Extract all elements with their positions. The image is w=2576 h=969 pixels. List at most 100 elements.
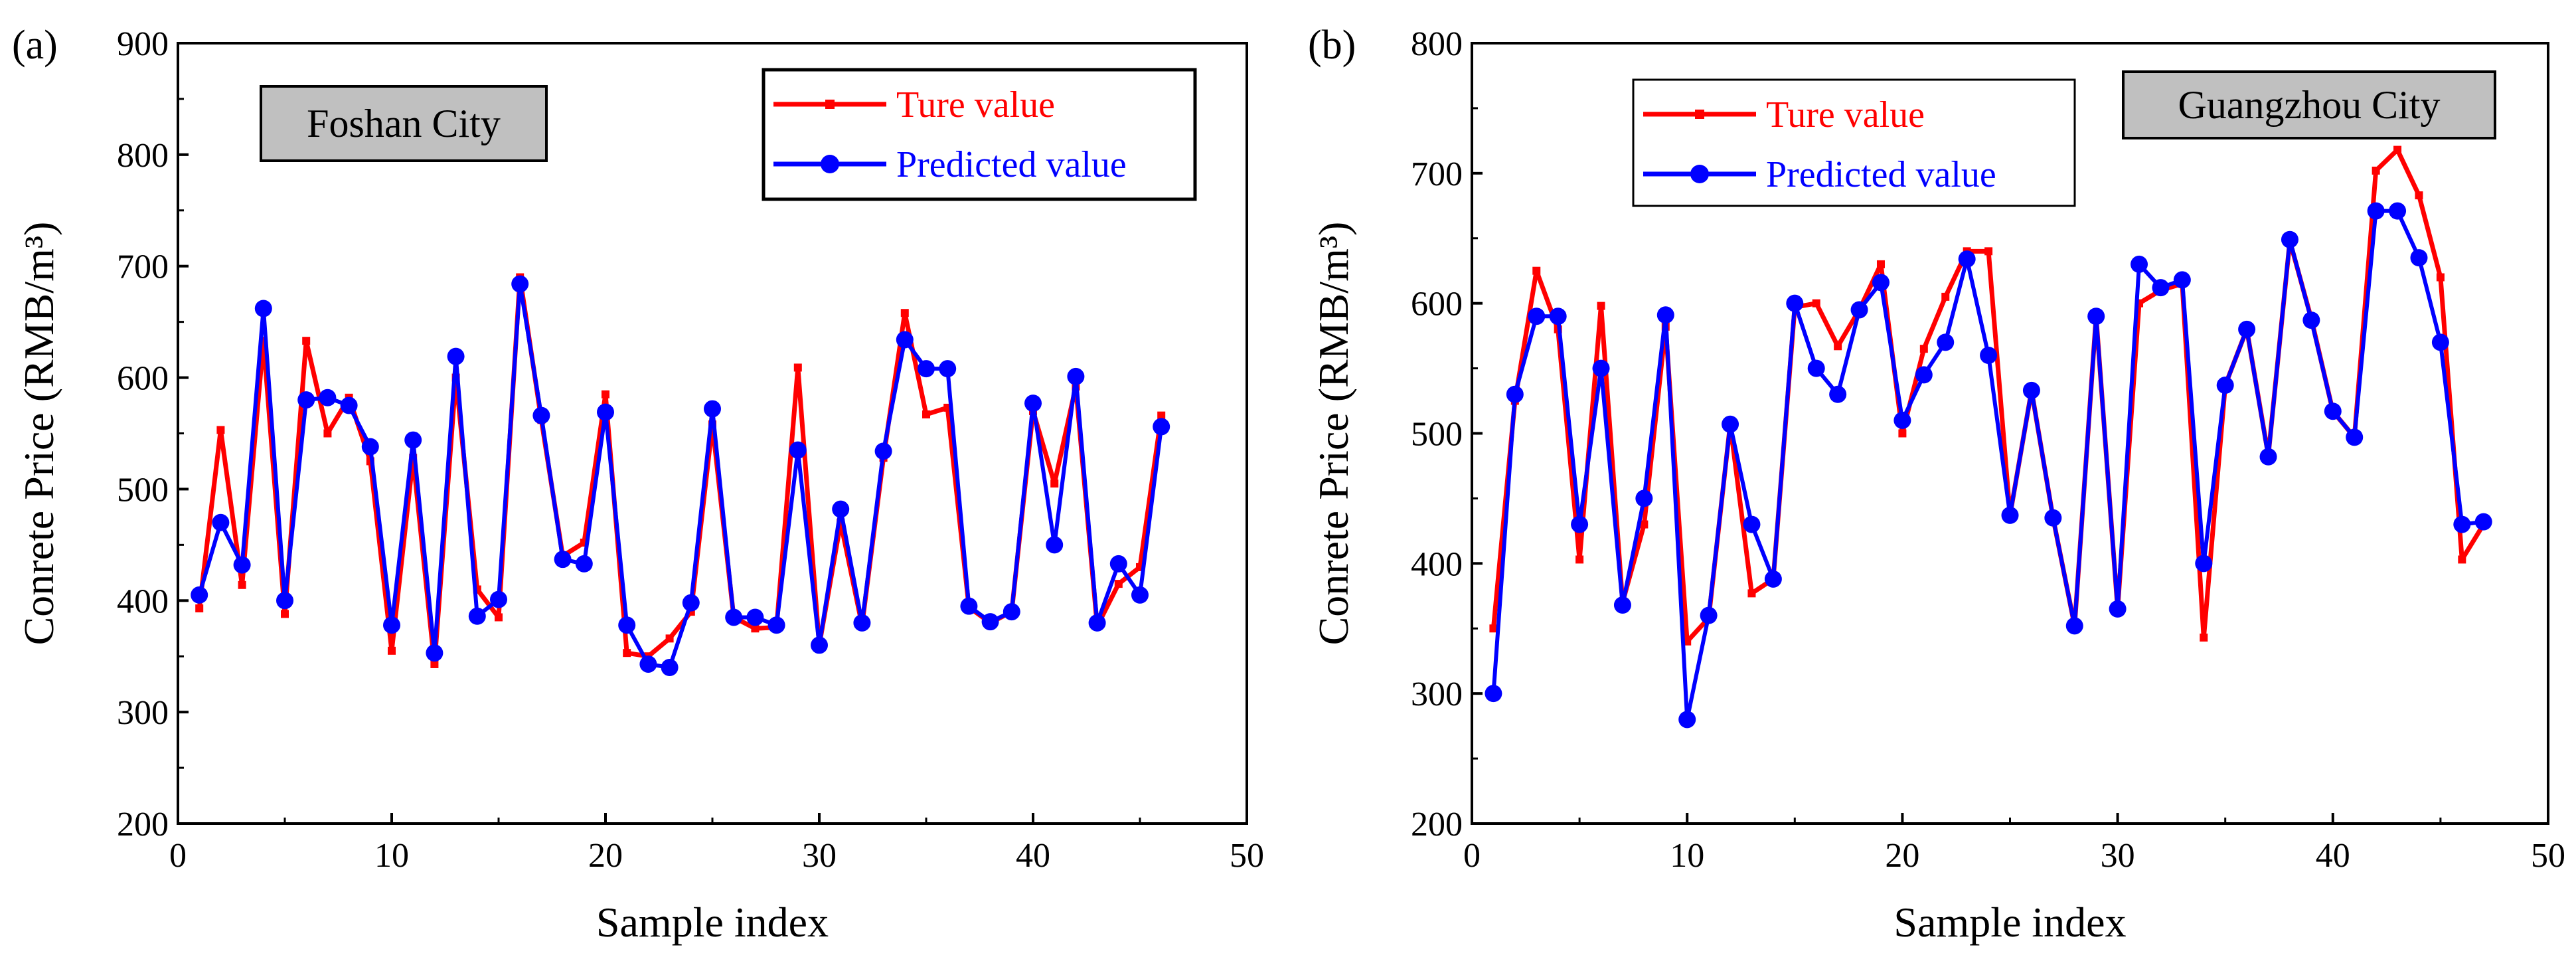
true-value-point — [323, 429, 332, 438]
predicted-value-point — [532, 406, 550, 424]
predicted-value-point — [1635, 489, 1653, 507]
chart-guangzhou: 0 10 20 30 40 50 200 300 400 500 600 700 800 Sample i… — [1308, 23, 2565, 946]
true-value-point — [281, 610, 289, 618]
city-annotation: Guangzhou City — [2178, 83, 2441, 127]
predicted-value-point — [1937, 333, 1955, 351]
predicted-value-point — [1678, 711, 1696, 729]
predicted-value-point — [575, 555, 593, 573]
predicted-value-point — [1109, 555, 1127, 573]
predicted-value-point — [811, 636, 828, 654]
predicted-value-point — [1088, 614, 1106, 632]
predicted-value-point — [1003, 603, 1020, 621]
x-tick-label: 40 — [2316, 837, 2350, 875]
x-tick-label: 50 — [2531, 837, 2565, 875]
city-annotation-box — [260, 85, 548, 162]
predicted-value-point — [2238, 320, 2256, 338]
x-tick-label: 0 — [1463, 837, 1481, 875]
x-tick-label: 40 — [1016, 837, 1050, 875]
x-tick-label: 20 — [1885, 837, 1919, 875]
city-annotation-box — [2122, 70, 2496, 139]
predicted-value-point — [939, 360, 957, 378]
predicted-value-point — [725, 608, 743, 626]
predicted-value-point — [2131, 255, 2148, 273]
predicted-value-point — [2281, 230, 2298, 248]
y-tick-label: 200 — [1411, 806, 1463, 843]
predicted-value-point — [1829, 385, 1847, 403]
predicted-value-point — [1485, 685, 1502, 703]
true-value-point — [1876, 260, 1885, 268]
true-value-point — [1597, 302, 1605, 310]
series-line-predicted — [197, 282, 1164, 669]
true-value-point — [195, 604, 204, 613]
x-axis-label: Sample index — [596, 899, 829, 946]
true-value-point — [623, 649, 631, 658]
predicted-value-point — [426, 644, 443, 662]
predicted-value-point — [832, 500, 850, 518]
predicted-value-point — [767, 616, 785, 634]
predicted-value-point — [1613, 596, 1631, 614]
true-value-point — [1532, 266, 1541, 275]
legend-marker-square — [1695, 110, 1704, 119]
true-value-point — [430, 660, 439, 668]
predicted-value-point — [2216, 377, 2234, 395]
y-tick-label: 800 — [117, 137, 169, 175]
predicted-value-point — [618, 616, 636, 634]
y-tick-label: 600 — [117, 360, 169, 398]
predicted-value-point — [1700, 606, 1718, 624]
true-value-point — [1941, 292, 1950, 301]
legend-label: Ture value — [1766, 94, 1925, 135]
true-value-point — [1898, 429, 1907, 438]
series-line-predicted — [1491, 209, 2484, 722]
predicted-value-point — [1872, 274, 1890, 292]
true-value-point — [1919, 345, 1928, 353]
true-value-point — [900, 309, 909, 317]
predicted-value-point — [2367, 202, 2385, 220]
predicted-value-point — [2044, 509, 2062, 527]
true-value-point — [751, 624, 760, 633]
true-value-point — [216, 426, 225, 434]
predicted-value-point — [704, 400, 721, 418]
x-tick-label: 10 — [374, 837, 409, 875]
x-tick-label: 20 — [588, 837, 623, 875]
predicted-value-point — [2109, 600, 2127, 618]
true-value-point — [922, 410, 930, 418]
y-tick-label: 500 — [117, 471, 169, 509]
y-tick-label: 700 — [117, 248, 169, 286]
legend-label: Predicted value — [896, 144, 1127, 185]
predicted-value-point — [191, 586, 208, 604]
true-value-point — [2372, 166, 2380, 175]
true-value-point — [1984, 247, 1993, 256]
predicted-value-point — [1893, 411, 1911, 429]
predicted-value-point — [1786, 294, 1804, 312]
true-value-point — [1747, 589, 1756, 598]
predicted-value-point — [1850, 301, 1868, 319]
true-value-point — [2436, 273, 2445, 282]
predicted-value-point — [319, 389, 337, 406]
predicted-value-point — [2195, 555, 2213, 573]
true-value-point — [1812, 299, 1820, 308]
predicted-value-point — [1067, 367, 1085, 385]
true-value-point — [1050, 480, 1059, 488]
predicted-value-point — [2389, 202, 2407, 220]
predicted-value-point — [340, 396, 358, 414]
true-value-point — [665, 634, 674, 643]
y-tick-label: 500 — [1411, 416, 1463, 454]
predicted-value-point — [1764, 570, 1782, 588]
series-line-true — [1490, 147, 2486, 644]
predicted-value-point — [2453, 515, 2471, 533]
predicted-value-point — [447, 347, 465, 365]
predicted-value-point — [212, 513, 230, 531]
predicted-value-point — [1958, 250, 1976, 268]
predicted-value-point — [2259, 448, 2277, 466]
true-value-point — [1834, 342, 1842, 351]
predicted-value-point — [2022, 381, 2040, 399]
predicted-value-point — [746, 608, 764, 626]
legend-marker-square — [825, 100, 835, 109]
predicted-value-point — [2001, 506, 2019, 524]
x-tick-label: 0 — [169, 837, 187, 875]
chart-foshan: 0 10 20 30 40 50 200 300 400 500 600 700 800 900 Sampl… — [12, 23, 1264, 946]
legend-box — [762, 68, 1197, 201]
predicted-value-point — [789, 441, 807, 459]
predicted-value-point — [960, 597, 978, 615]
